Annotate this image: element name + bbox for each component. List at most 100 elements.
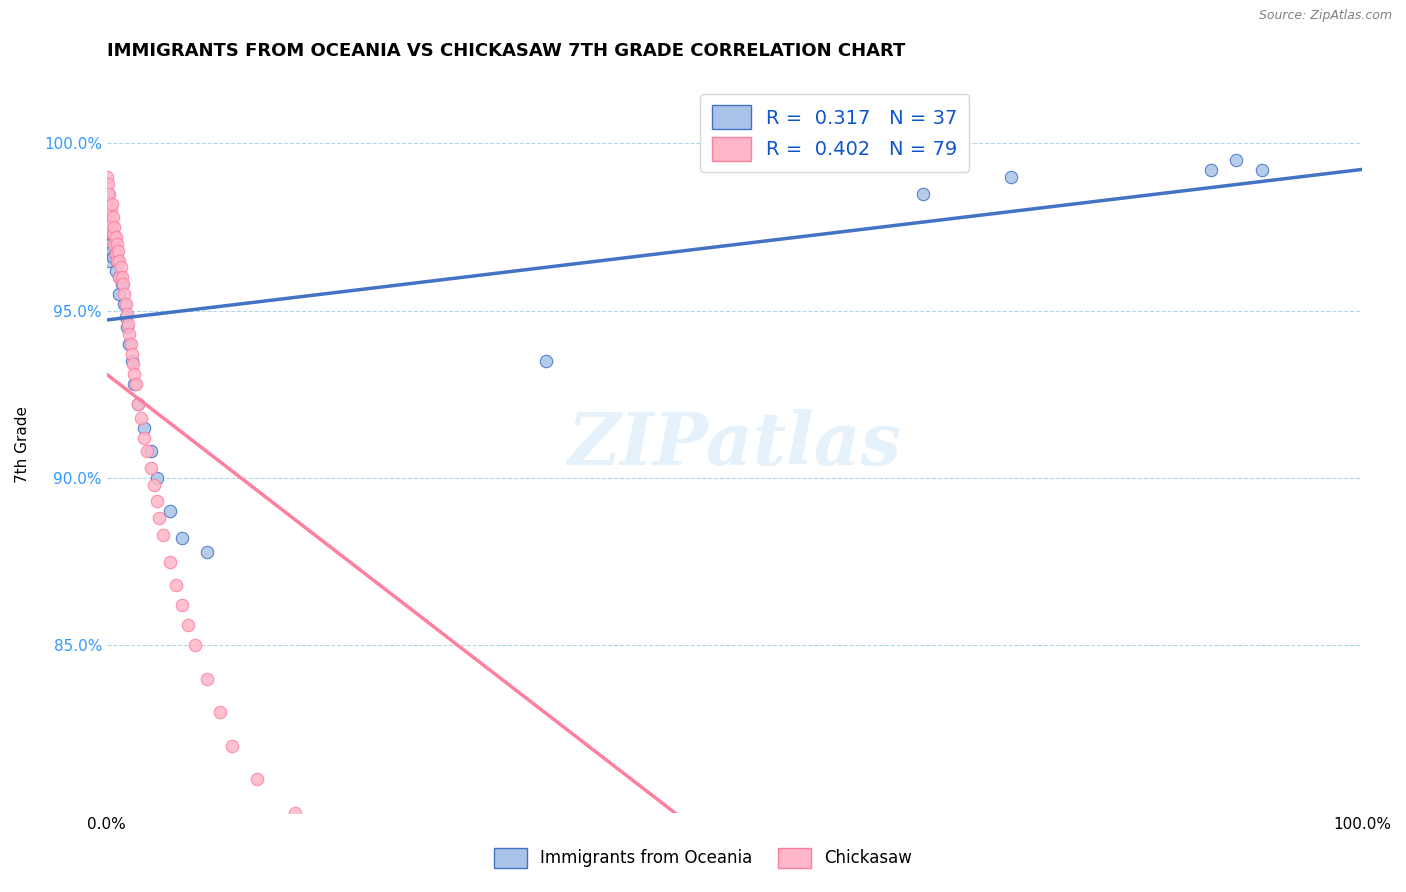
Point <box>165 578 187 592</box>
Point <box>105 253 128 268</box>
Legend: R =  0.317   N = 37, R =  0.402   N = 79: R = 0.317 N = 37, R = 0.402 N = 79 <box>700 94 969 172</box>
Point <box>97 196 120 211</box>
Point <box>111 270 134 285</box>
Point <box>129 410 152 425</box>
Point <box>246 772 269 786</box>
Point <box>96 186 118 201</box>
Point <box>100 220 122 235</box>
Point <box>98 253 121 268</box>
Point <box>98 210 121 224</box>
Point <box>911 186 934 201</box>
Point <box>127 397 149 411</box>
Point <box>127 397 149 411</box>
Point <box>118 327 141 342</box>
Point <box>120 337 142 351</box>
Point <box>100 244 122 258</box>
Point <box>409 872 432 887</box>
Point <box>104 263 127 277</box>
Text: Source: ZipAtlas.com: Source: ZipAtlas.com <box>1258 9 1392 22</box>
Point <box>284 805 307 820</box>
Point <box>118 337 141 351</box>
Point <box>322 822 344 837</box>
Point <box>104 247 127 261</box>
Point <box>115 320 138 334</box>
Point <box>100 217 122 231</box>
Point <box>100 203 122 218</box>
Point <box>96 236 118 251</box>
Point <box>105 253 128 268</box>
Point <box>110 260 132 275</box>
Point <box>103 230 125 244</box>
Point <box>177 618 200 632</box>
Text: ZIPatlas: ZIPatlas <box>567 409 901 480</box>
Point <box>103 236 125 251</box>
Point <box>112 297 135 311</box>
Point <box>121 347 143 361</box>
Point <box>146 494 169 508</box>
Point <box>195 544 218 558</box>
Point <box>170 598 193 612</box>
Legend: Immigrants from Oceania, Chickasaw: Immigrants from Oceania, Chickasaw <box>486 841 920 875</box>
Point <box>1225 153 1247 168</box>
Point <box>108 253 131 268</box>
Point <box>152 528 174 542</box>
Point <box>107 244 129 258</box>
Point <box>139 444 162 458</box>
Point <box>124 377 146 392</box>
Point <box>96 220 118 235</box>
Point <box>139 461 162 475</box>
Point <box>159 555 181 569</box>
Point <box>111 277 134 291</box>
Point <box>148 511 170 525</box>
Point <box>112 277 135 291</box>
Point <box>98 186 121 201</box>
Point <box>97 186 120 201</box>
Point <box>100 220 122 235</box>
Point <box>96 169 118 184</box>
Point <box>104 230 127 244</box>
Point <box>96 203 118 218</box>
Point <box>108 270 131 285</box>
Point <box>101 250 124 264</box>
Point <box>108 287 131 301</box>
Point <box>1250 163 1272 178</box>
Point <box>124 368 146 382</box>
Point <box>114 310 136 325</box>
Point <box>447 886 470 892</box>
Point <box>121 354 143 368</box>
Point <box>1000 169 1022 184</box>
Point <box>135 444 157 458</box>
Point <box>534 354 557 368</box>
Point <box>105 236 128 251</box>
Point <box>104 247 127 261</box>
Point <box>146 471 169 485</box>
Y-axis label: 7th Grade: 7th Grade <box>15 406 30 483</box>
Point <box>122 357 145 371</box>
Point <box>143 477 166 491</box>
Point <box>159 504 181 518</box>
Point <box>1201 163 1223 178</box>
Point <box>101 210 124 224</box>
Point <box>98 230 121 244</box>
Point <box>97 177 120 191</box>
Point <box>371 855 394 870</box>
Point <box>195 672 218 686</box>
Point <box>112 287 135 301</box>
Point <box>97 213 120 227</box>
Point <box>101 227 124 241</box>
Point <box>97 203 120 218</box>
Text: IMMIGRANTS FROM OCEANIA VS CHICKASAW 7TH GRADE CORRELATION CHART: IMMIGRANTS FROM OCEANIA VS CHICKASAW 7TH… <box>107 42 905 60</box>
Point <box>134 431 156 445</box>
Point <box>124 377 146 392</box>
Point <box>114 297 136 311</box>
Point <box>346 838 368 853</box>
Point <box>208 705 231 719</box>
Point <box>100 196 122 211</box>
Point <box>100 236 122 251</box>
Point <box>183 638 205 652</box>
Point <box>134 421 156 435</box>
Point <box>103 220 125 235</box>
Point <box>101 227 124 241</box>
Point <box>117 317 139 331</box>
Point <box>115 307 138 321</box>
